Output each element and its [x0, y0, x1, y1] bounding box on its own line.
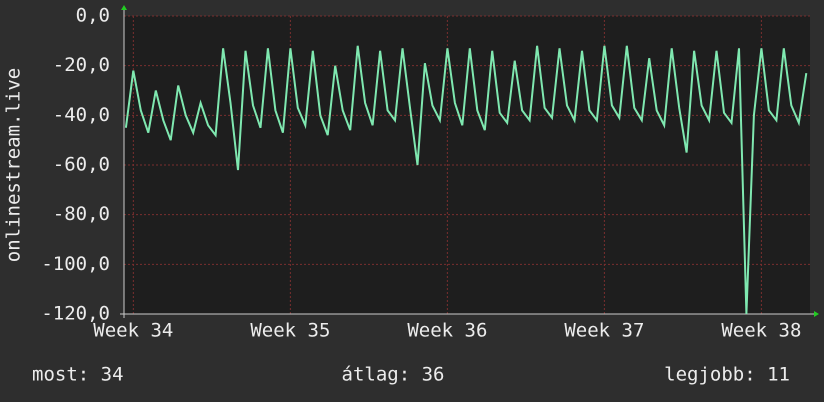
y-tick-label: -80,0	[53, 203, 110, 225]
y-tick-label: -60,0	[53, 154, 110, 176]
x-tick-label: Week 35	[250, 320, 330, 342]
y-tick-label: -100,0	[41, 253, 110, 275]
axis-arrow	[814, 311, 819, 317]
y-tick-label: 0,0	[76, 5, 110, 27]
x-tick-label: Week 36	[407, 320, 487, 342]
y-tick-label: -40,0	[53, 104, 110, 126]
y-tick-label: -120,0	[41, 303, 110, 325]
stat-label: most: 34	[32, 364, 124, 386]
y-tick-label: -20,0	[53, 54, 110, 76]
data-line	[124, 45, 808, 315]
axis-arrow	[121, 5, 127, 10]
stat-label: átlag: 36	[342, 364, 445, 386]
y-axis-title: onlinestream.live	[3, 68, 25, 262]
plot-area	[124, 16, 810, 314]
stat-label: legjobb: 11	[664, 364, 790, 386]
x-tick-label: Week 38	[721, 320, 801, 342]
x-tick-label: Week 37	[564, 320, 644, 342]
x-tick-label: Week 34	[93, 320, 173, 342]
